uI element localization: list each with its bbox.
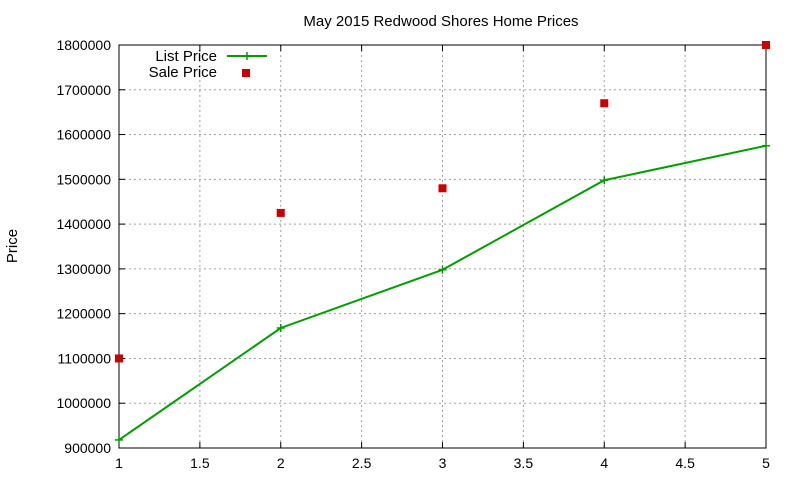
data-point (600, 176, 609, 185)
data-point (762, 41, 770, 49)
y-tick-label: 1100000 (58, 350, 112, 366)
data-point (438, 265, 447, 274)
x-tick-label: 3 (439, 455, 447, 471)
data-point (276, 208, 285, 217)
legend-label: List Price (155, 48, 217, 65)
legend-label: Sale Price (149, 64, 217, 81)
x-tick-label: 5 (762, 455, 770, 471)
y-tick-label: 1200000 (56, 306, 111, 322)
y-tick-label: 1800000 (56, 37, 111, 53)
data-point (276, 323, 285, 332)
x-tick-label: 4.5 (675, 455, 695, 471)
x-tick-label: 1.5 (190, 455, 210, 471)
data-point (115, 435, 123, 444)
data-point (600, 99, 609, 108)
data-point (115, 354, 123, 363)
series-1 (115, 41, 770, 363)
y-tick-label: 1400000 (56, 216, 111, 232)
legend-marker (243, 52, 251, 60)
y-axis-label: Price (4, 229, 21, 263)
axis-ticks: 1 1.5 2 2.5 3 3.5 4 4.5 5 900000 1000000 1100000 120… (56, 37, 770, 471)
series-0 (115, 141, 770, 444)
legend-marker (242, 69, 250, 77)
y-tick-label: 1700000 (56, 82, 111, 98)
data-point (762, 141, 770, 150)
x-tick-label: 2.5 (352, 455, 372, 471)
x-tick-label: 4 (600, 455, 608, 471)
x-tick-label: 3.5 (514, 455, 534, 471)
y-tick-label: 1300000 (56, 261, 111, 277)
data-point (438, 184, 447, 193)
chart-title: May 2015 Redwood Shores Home Prices (303, 13, 578, 30)
y-tick-label: 1500000 (56, 171, 111, 187)
x-tick-label: 1 (115, 455, 123, 471)
x-tick-label: 2 (277, 455, 285, 471)
y-tick-label: 1000000 (56, 395, 111, 411)
grid-lines (118, 44, 767, 449)
y-tick-label: 1600000 (56, 127, 111, 143)
y-tick-label: 900000 (64, 440, 111, 456)
series-layer (115, 41, 770, 444)
